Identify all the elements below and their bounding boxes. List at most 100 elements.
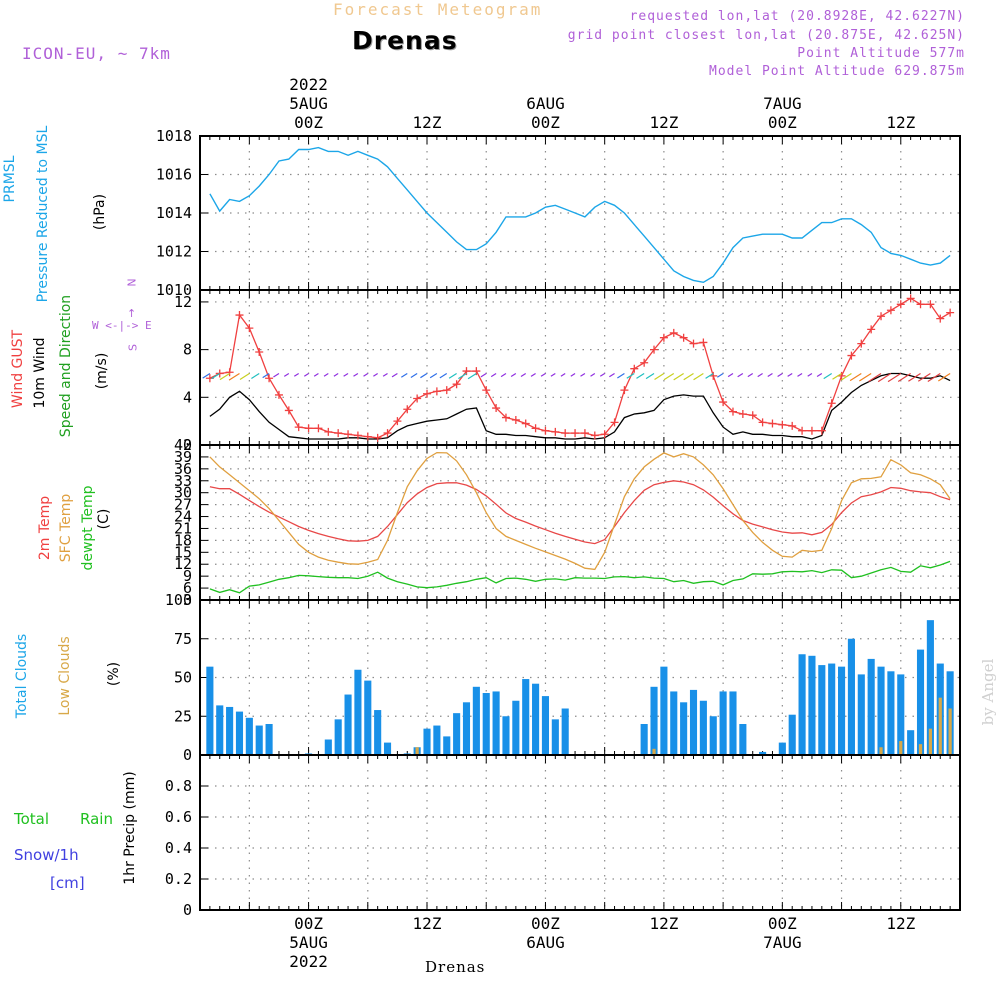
gust-marker [817,426,826,435]
gust-marker [255,348,264,356]
low-cloud-bar [652,748,656,755]
gust-marker [630,364,639,373]
wind-arrow [490,372,497,378]
gust-marker [778,420,787,429]
gust-marker [936,314,945,323]
total-cloud-bar [433,725,441,755]
total-cloud-bar [374,710,382,755]
wind-arrow [391,372,398,378]
gust-marker [758,418,767,427]
gust-marker [620,386,629,395]
low-cloud-bar [928,728,932,755]
wind-arrow [787,372,793,377]
wind-arrow [590,372,596,377]
gust-marker [867,325,876,334]
wind-arrow [262,372,270,379]
total-cloud-bar [255,725,263,755]
low-cloud-bar [918,744,923,755]
gust-marker [501,413,510,422]
total-cloud-bar [541,696,550,755]
wind-arrow [716,372,724,378]
wind-arrow [439,372,448,379]
compass-we: W <-|-> E [92,319,152,332]
gust-marker [877,312,886,321]
p5-label-snow: Snow/1h [14,846,79,864]
gust-marker [886,306,895,315]
wind-arrow [373,372,378,377]
gust-marker [689,339,698,348]
total-cloud-bar [759,751,767,755]
y-tick-label: 8 [183,341,192,359]
wind-arrow [363,372,369,377]
wind-arrow [448,372,457,379]
wind-arrow [458,372,467,380]
total-cloud-bar [660,666,668,755]
wind-arrow [887,372,902,383]
gust-marker [640,358,649,367]
gust-marker [827,399,836,408]
wind-arrow [877,372,892,383]
total-cloud-bar [877,666,885,755]
wind-arrow [849,372,862,382]
y-tick-label: 0 [183,436,192,454]
y-tick-label: 0 [183,746,192,764]
total-cloud-bar [847,638,855,755]
y-tick-label: 1016 [156,166,192,184]
gust-marker [274,390,283,399]
wind-arrow [530,372,536,377]
y-tick-label: 50 [174,669,192,687]
supertitle: Forecast Meteogram [333,0,543,19]
gust-marker [373,433,382,442]
total-cloud-bar [235,711,244,755]
y-tick-label: 3 [183,591,192,609]
total-cloud-bar [897,674,905,755]
gust-marker [353,431,362,440]
wind-arrow [757,372,763,378]
bottom-time-label: 12Z [649,914,678,933]
total-cloud-bar [423,728,431,755]
wind-arrow [737,372,744,378]
gust-marker [561,429,570,438]
footer-station: Drenas [425,958,486,976]
total-cloud-bar [482,693,490,755]
gust-marker [857,339,866,348]
y-tick-label: 4 [183,388,192,406]
total-cloud-bar [561,708,569,755]
gust-marker [946,308,955,317]
gust-marker [403,405,412,414]
y-tick-label: 0.4 [165,839,192,857]
gust-marker [650,345,659,354]
y-tick-label: 1018 [156,127,192,145]
wind-arrow [693,372,704,381]
low-cloud-bar [948,708,952,755]
wind-arrow [570,372,576,377]
gust-marker [738,410,747,418]
y-tick-label: 9 [183,567,192,585]
gridpoint-coords: grid point closest lon,lat (20.875E, 42.… [567,28,965,43]
wind-arrow [599,372,605,377]
y-tick-label: 6 [183,579,192,597]
wind-arrow [467,372,477,380]
wind-arrow [937,372,951,382]
total-cloud-bar [462,702,471,755]
wind-arrow [816,372,823,378]
top-time-label: 00Z [294,113,323,132]
requested-coords: requested lon,lat (20.8928E, 42.6227N) [629,9,965,24]
bottom-time-label: 7AUG [763,933,802,952]
gust-marker [225,368,234,377]
wind-arrow [293,372,300,377]
total-cloud-bar [532,683,540,755]
wind-arrow [580,372,586,377]
gust-marker [896,300,905,309]
dewpoint-line [209,560,951,594]
y-tick-label: 0.6 [165,808,192,826]
bottom-time-label: 12Z [413,914,442,933]
total-cloud-bar [680,702,688,755]
total-cloud-bar [551,719,559,755]
total-cloud-bar [364,680,372,755]
total-cloud-bar [640,724,648,755]
total-cloud-bar [739,724,747,755]
top-time-label: 6AUG [526,94,565,113]
gust-marker [432,387,441,396]
wind-arrow [897,372,911,382]
